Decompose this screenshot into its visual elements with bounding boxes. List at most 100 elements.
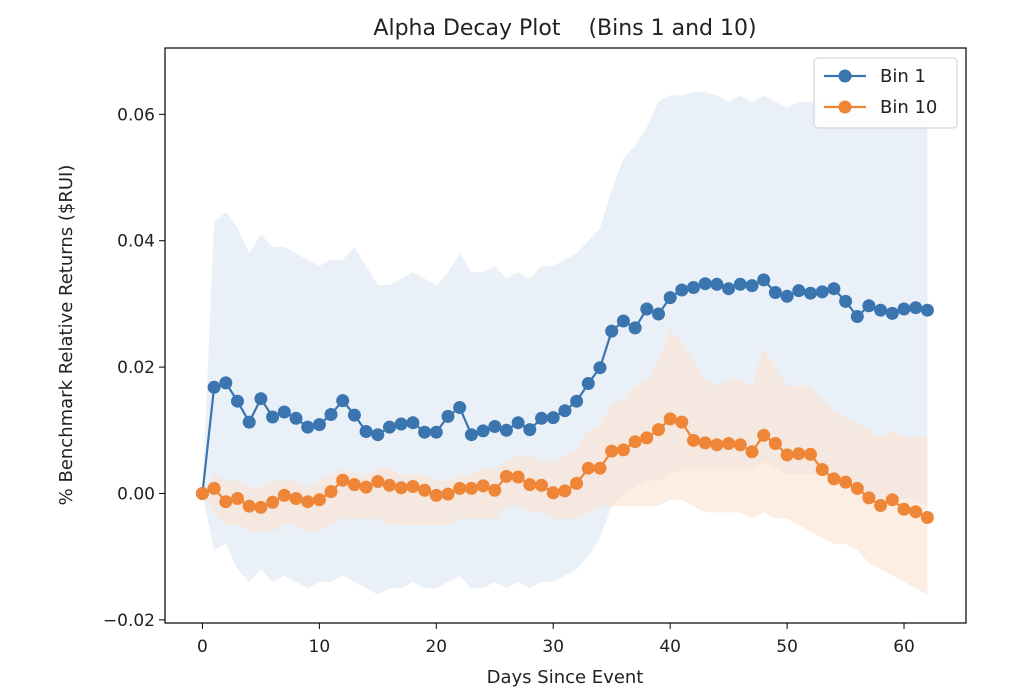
legend: Bin 1 Bin 10 (813, 57, 958, 129)
y-tick-label: 0.06 (117, 105, 155, 125)
point-bin-1 (663, 291, 677, 305)
point-bin-10 (780, 448, 794, 462)
point-bin-10 (488, 483, 502, 497)
point-bin-10 (885, 493, 899, 507)
point-bin-1 (897, 302, 911, 316)
point-bin-1 (862, 299, 876, 313)
point-bin-1 (207, 380, 221, 394)
point-bin-10 (453, 481, 467, 495)
point-bin-1 (815, 285, 829, 299)
point-bin-10 (394, 481, 408, 495)
point-bin-10 (792, 447, 806, 461)
point-bin-10 (628, 435, 642, 449)
point-bin-1 (558, 404, 572, 418)
point-bin-10 (429, 488, 443, 502)
series-markers (195, 273, 934, 524)
point-bin-1 (429, 425, 443, 439)
point-bin-10 (804, 447, 817, 461)
point-bin-10 (207, 481, 221, 495)
point-bin-10 (195, 487, 209, 500)
x-tick-label: 60 (893, 637, 915, 657)
point-bin-1 (359, 425, 373, 438)
point-bin-10 (640, 431, 654, 445)
y-tick-label: 0.02 (117, 358, 155, 378)
point-bin-1 (383, 420, 396, 434)
point-bin-10 (266, 495, 280, 509)
plot-frame (164, 47, 967, 624)
point-bin-1 (839, 294, 853, 308)
point-bin-10 (757, 428, 771, 442)
point-bin-1 (909, 301, 923, 315)
point-bin-1 (885, 306, 899, 320)
point-bin-10 (535, 478, 548, 492)
y-axis-label: % Benchmark Relative Returns ($RUI) (56, 165, 77, 506)
point-bin-1 (652, 307, 665, 321)
point-bin-1 (266, 410, 280, 424)
point-bin-1 (745, 279, 759, 293)
x-axis-label: Days Since Event (487, 667, 644, 688)
band-bin-10 (202, 329, 928, 595)
point-bin-1 (289, 411, 303, 425)
point-bin-10 (616, 443, 630, 457)
point-bin-10 (312, 493, 326, 507)
point-bin-1 (757, 273, 771, 287)
point-bin-10 (593, 461, 607, 475)
point-bin-1 (254, 392, 268, 406)
point-bin-10 (687, 433, 700, 447)
point-bin-10 (663, 412, 677, 426)
point-bin-10 (605, 444, 619, 458)
legend-marker-bin-10 (838, 100, 852, 114)
point-bin-10 (383, 478, 396, 492)
legend-marker-bin-1 (838, 69, 852, 83)
point-bin-10 (733, 438, 747, 452)
point-bin-10 (815, 463, 829, 476)
point-bin-10 (546, 486, 560, 500)
point-bin-10 (371, 475, 385, 488)
point-bin-10 (476, 479, 490, 493)
point-bin-10 (710, 438, 724, 452)
x-tick-label: 10 (309, 637, 331, 657)
point-bin-10 (675, 415, 689, 429)
point-bin-10 (920, 511, 934, 524)
point-bin-1 (698, 277, 712, 291)
point-bin-1 (441, 409, 455, 423)
point-bin-10 (242, 499, 256, 513)
legend-label-bin-1: Bin 1 (880, 66, 926, 87)
point-bin-1 (581, 377, 595, 390)
point-bin-10 (897, 502, 911, 516)
point-bin-10 (581, 461, 595, 475)
point-bin-1 (804, 286, 817, 300)
point-bin-10 (768, 437, 782, 450)
x-tick-label: 50 (776, 637, 798, 657)
point-bin-10 (558, 484, 572, 498)
point-bin-1 (535, 411, 548, 425)
point-bin-1 (628, 321, 642, 335)
point-bin-1 (616, 314, 630, 328)
y-tick-label: 0.04 (117, 232, 155, 252)
point-bin-1 (920, 303, 934, 317)
point-bin-10 (652, 423, 665, 437)
point-bin-1 (336, 394, 350, 408)
point-bin-1 (418, 425, 432, 439)
point-bin-1 (546, 411, 560, 425)
point-bin-1 (312, 418, 326, 432)
point-bin-10 (301, 495, 315, 509)
y-tick-label: 0.00 (117, 484, 155, 504)
x-axis-ticks: 0 10 20 30 40 50 60 (197, 623, 915, 657)
point-bin-1 (605, 324, 619, 338)
point-bin-1 (219, 376, 233, 390)
point-bin-1 (488, 420, 502, 433)
point-bin-1 (593, 361, 607, 375)
x-tick-label: 40 (659, 637, 681, 657)
point-bin-10 (324, 485, 338, 499)
point-bin-10 (254, 500, 268, 514)
point-bin-1 (231, 394, 244, 408)
point-bin-1 (394, 417, 408, 431)
point-bin-10 (277, 488, 291, 502)
point-bin-1 (476, 424, 490, 438)
point-bin-1 (733, 277, 747, 291)
point-bin-10 (523, 478, 537, 492)
point-bin-1 (722, 282, 736, 296)
point-bin-10 (827, 472, 841, 486)
